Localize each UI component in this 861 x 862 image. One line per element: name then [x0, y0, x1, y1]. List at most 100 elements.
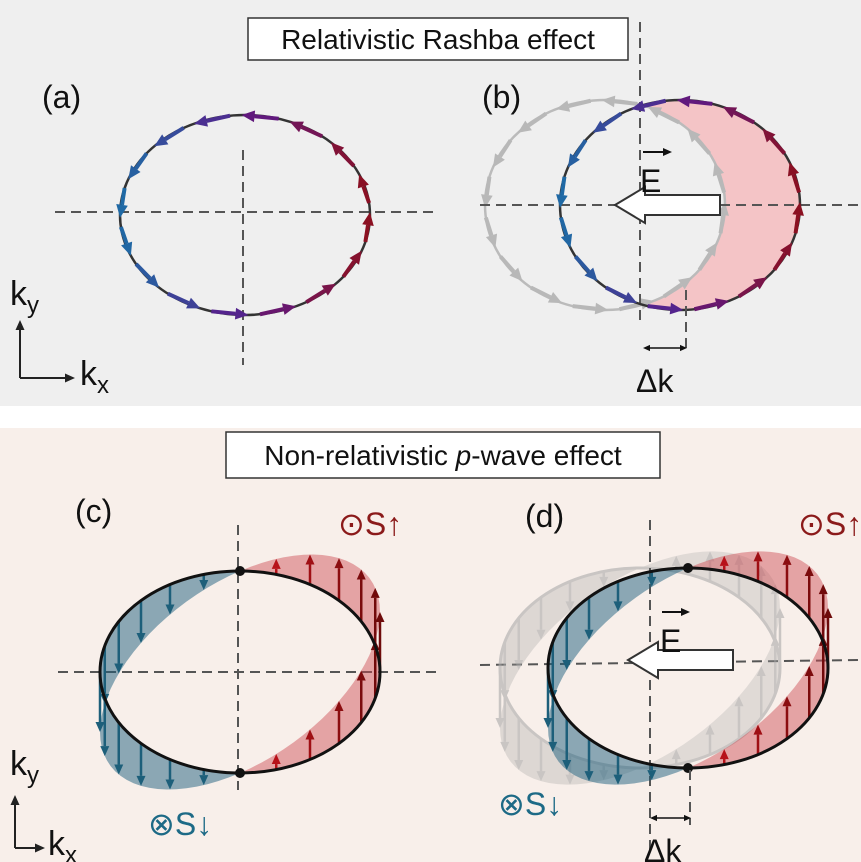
arrow-head: [722, 106, 738, 118]
bottom-title: Non-relativistic p-wave effect: [264, 440, 622, 471]
arrow-shaft: [697, 252, 712, 271]
arrow-head: [136, 633, 146, 644]
arrow-head: [601, 95, 616, 108]
arrow-shaft: [568, 98, 592, 109]
arrow-head: [536, 629, 546, 640]
arrow-head: [782, 554, 792, 565]
arrow-head: [650, 814, 657, 822]
arrow-head: [282, 303, 296, 315]
arrow-head: [565, 601, 575, 612]
arrow-head: [145, 274, 160, 288]
arrow-head: [823, 608, 833, 618]
arrow-head: [567, 153, 580, 168]
arrow-head: [543, 718, 553, 728]
arrow-head: [517, 120, 532, 133]
arrow-head: [128, 165, 141, 180]
panel-label: (c): [75, 493, 112, 529]
arrow-head: [734, 554, 744, 565]
arrow-head: [35, 843, 45, 853]
field-label: E: [640, 163, 661, 199]
arrow-head: [705, 242, 718, 257]
arrow-head: [753, 724, 763, 735]
arrow-head: [305, 729, 315, 740]
spin-down-label: ⊗S↓: [498, 786, 562, 822]
spin-band: [688, 551, 828, 768]
arrow-shaft: [498, 255, 516, 273]
arrow-shaft: [658, 110, 680, 125]
arrow-head: [584, 629, 594, 640]
arrow-head: [562, 759, 572, 770]
arrow-head: [584, 771, 594, 782]
arrow-head: [562, 659, 572, 670]
panel-label: (a): [42, 79, 81, 115]
spin-texture: [543, 551, 833, 785]
spin-down-label: ⊗S↓: [148, 806, 212, 842]
arrow-shaft: [602, 111, 623, 128]
arrow-head: [116, 203, 128, 218]
arrow-head: [514, 759, 524, 770]
arrow-shaft: [341, 260, 356, 278]
arrow-head: [556, 194, 568, 208]
arrow-shaft: [338, 150, 356, 168]
arrow-head: [669, 302, 684, 315]
arrow-shaft: [305, 288, 326, 304]
arrow-shaft: [558, 216, 569, 237]
spin-band: [548, 568, 688, 785]
arrow-head: [356, 569, 366, 580]
field-arrow: [626, 640, 734, 680]
panel-label: (d): [525, 498, 564, 534]
arrow-head: [631, 100, 646, 112]
node: [235, 768, 245, 778]
arrow-head: [114, 764, 124, 775]
arrow-shaft: [573, 139, 588, 158]
arrow-head: [271, 754, 281, 765]
axis-label: kx: [80, 355, 109, 399]
arrow-head: [241, 110, 256, 123]
arrow-head: [357, 174, 369, 189]
shift-label: Δk: [636, 363, 674, 399]
arrow-shaft: [211, 309, 236, 316]
arrow-head: [495, 718, 505, 728]
arrow-shaft: [694, 137, 712, 155]
arrow-head: [234, 307, 249, 320]
axis-label: kx: [48, 825, 77, 862]
node: [683, 563, 693, 573]
arrow-head: [565, 774, 575, 785]
arrow-head: [792, 202, 804, 216]
arrow-shaft: [254, 114, 279, 121]
spin-texture: [95, 554, 385, 790]
arrow-head: [592, 120, 607, 133]
arrow-head: [154, 134, 169, 147]
arrow-head: [375, 612, 385, 622]
arrow-shaft: [259, 307, 284, 317]
arrow-head: [356, 670, 366, 681]
arrow-head: [165, 779, 175, 790]
arrow-shaft: [643, 98, 667, 109]
arrow-head: [481, 194, 493, 208]
arrow-head: [334, 700, 344, 711]
arrow-head: [787, 162, 800, 177]
field-label: E: [660, 623, 681, 659]
axis-label: ky: [10, 745, 39, 789]
arrow-head: [95, 722, 105, 732]
arrow-head: [775, 608, 785, 618]
arrow-shaft: [119, 226, 129, 245]
title-box: [247, 17, 629, 61]
arrow-head: [705, 551, 715, 562]
arrow-head: [681, 607, 690, 617]
arrow-head: [719, 749, 729, 760]
arrow-shaft: [484, 176, 492, 196]
arrow-head: [599, 576, 609, 587]
arrow-head: [680, 344, 687, 352]
arrow-head: [165, 604, 175, 615]
arrow-head: [753, 277, 768, 290]
arrow-head: [684, 814, 691, 822]
arrow-head: [584, 267, 598, 282]
arrow-head: [753, 551, 763, 562]
node: [683, 763, 693, 773]
arrow-head: [199, 775, 209, 786]
arrow-head: [271, 558, 281, 569]
arrow-head: [370, 587, 380, 598]
arrow-shaft: [559, 176, 567, 196]
arrow-head: [687, 128, 701, 143]
